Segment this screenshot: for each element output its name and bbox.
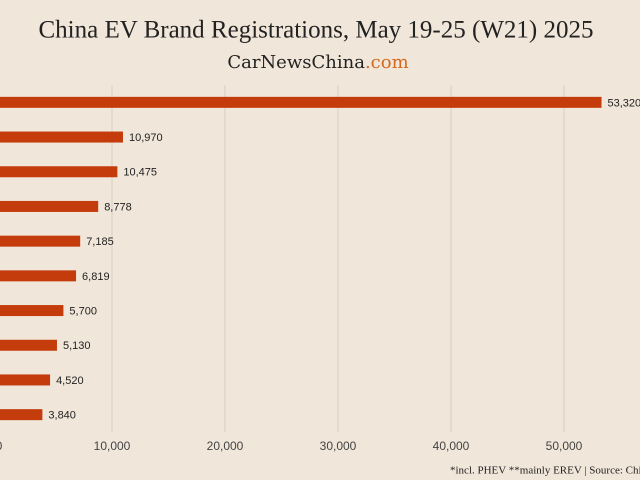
- value-label: 3,840: [48, 410, 76, 422]
- value-label: 10,970: [129, 132, 163, 144]
- value-label: 4,520: [56, 375, 84, 387]
- x-tick-label: 0: [0, 439, 3, 453]
- bar: [0, 166, 118, 178]
- bar: [0, 305, 64, 317]
- bar: [0, 131, 123, 143]
- x-tick-label: 50,000: [546, 439, 583, 453]
- chart-title: China EV Brand Registrations, May 19-25 …: [38, 17, 593, 44]
- value-label: 53,320: [608, 97, 640, 109]
- x-tick-label: 20,000: [207, 439, 244, 453]
- subtitle-brand: CarNewsChina: [227, 52, 365, 73]
- x-tick-label: 40,000: [433, 439, 470, 453]
- bar: [0, 374, 51, 386]
- footnote: *incl. PHEV **mainly EREV | Source: Chi: [450, 465, 640, 477]
- x-tick-label: 10,000: [94, 439, 131, 453]
- subtitle-suffix: .com: [365, 52, 409, 73]
- value-label: 10,475: [123, 167, 157, 179]
- bar: [0, 96, 602, 108]
- value-label: 6,819: [82, 271, 110, 283]
- value-label: 5,700: [69, 305, 97, 317]
- bar: [0, 409, 43, 421]
- x-tick-label: 30,000: [320, 439, 357, 453]
- value-label: 5,130: [63, 340, 91, 352]
- bar: [0, 200, 99, 212]
- value-label: 8,778: [104, 201, 132, 213]
- value-label: 7,185: [86, 236, 114, 248]
- chart-subtitle: CarNewsChina.com: [227, 52, 408, 73]
- bar: [0, 270, 77, 282]
- bar: [0, 339, 57, 351]
- bar: [0, 235, 81, 247]
